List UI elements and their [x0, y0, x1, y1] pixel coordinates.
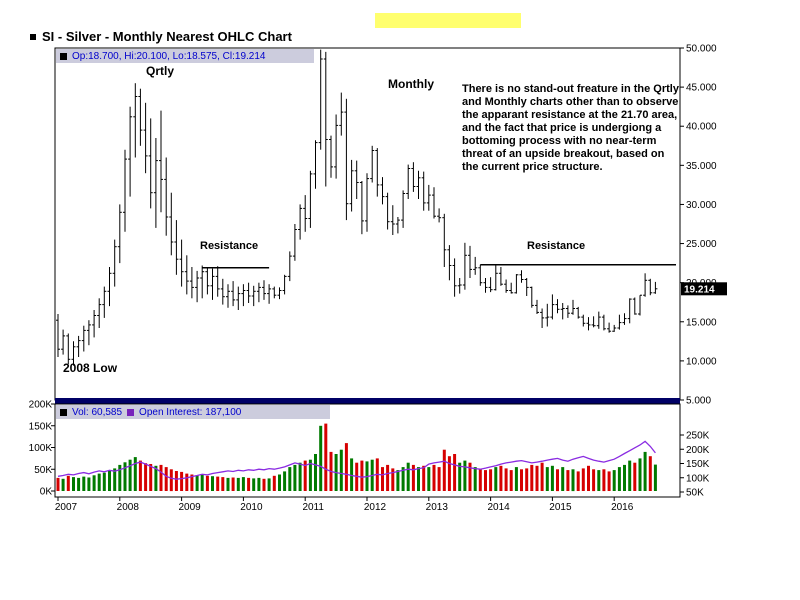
- yellow-highlight-mark: [375, 13, 521, 28]
- open-interest-legend-text: Open Interest: 187,100: [139, 406, 242, 418]
- annotation-resistance-left: Resistance: [200, 240, 259, 252]
- ohlc-series-swatch-icon: [60, 52, 67, 60]
- svg-text:2008: 2008: [117, 502, 140, 513]
- svg-text:2011: 2011: [302, 502, 324, 513]
- annotation-monthly: Monthly: [388, 77, 434, 91]
- svg-text:2009: 2009: [178, 502, 201, 513]
- svg-text:25.000: 25.000: [686, 239, 717, 250]
- ohlc-bars: [56, 49, 658, 366]
- open-interest-swatch-icon: [127, 408, 135, 416]
- svg-text:2012: 2012: [364, 502, 387, 513]
- svg-text:100K: 100K: [686, 473, 710, 484]
- svg-text:2007: 2007: [55, 502, 78, 513]
- title-bullet-icon: [30, 33, 36, 40]
- svg-text:50K: 50K: [34, 465, 52, 476]
- annotation-2008-low: 2008 Low: [63, 361, 118, 375]
- svg-text:150K: 150K: [686, 459, 710, 470]
- price-tag: 19.214: [681, 282, 727, 296]
- svg-text:5.000: 5.000: [686, 396, 711, 407]
- svg-text:35.000: 35.000: [686, 161, 717, 172]
- svg-text:15.000: 15.000: [686, 317, 717, 328]
- svg-text:10.000: 10.000: [686, 356, 717, 367]
- svg-text:100K: 100K: [29, 443, 53, 454]
- svg-text:200K: 200K: [29, 400, 53, 411]
- volume-series-swatch-icon: [60, 408, 67, 416]
- page-title-text: SI - Silver - Monthly Nearest OHLC Chart: [42, 29, 292, 44]
- volume-panel-legend: Vol: 60,585 Open Interest: 187,100: [56, 405, 330, 419]
- ohlc-legend-text: Op:18.700, Hi:20.100, Lo:18.575, Cl:19.2…: [72, 50, 266, 62]
- svg-text:150K: 150K: [29, 421, 53, 432]
- svg-text:40.000: 40.000: [686, 122, 717, 133]
- svg-text:2014: 2014: [487, 502, 510, 513]
- volume-bars: [56, 423, 657, 492]
- svg-text:200K: 200K: [686, 445, 710, 456]
- svg-text:30.000: 30.000: [686, 200, 717, 211]
- svg-text:50K: 50K: [686, 488, 704, 499]
- svg-text:2010: 2010: [240, 502, 263, 513]
- open-interest-line: [57, 440, 656, 480]
- svg-text:2016: 2016: [611, 502, 634, 513]
- svg-text:0K: 0K: [40, 487, 53, 498]
- axis-labels: 50.00045.00040.00035.00030.00025.00020.0…: [29, 44, 717, 514]
- annotation-resistance-right: Resistance: [527, 240, 586, 252]
- annotation-qrtly: Qrtly: [146, 64, 175, 78]
- svg-text:45.000: 45.000: [686, 83, 717, 94]
- svg-text:50.000: 50.000: [686, 44, 717, 55]
- svg-text:2015: 2015: [549, 502, 572, 513]
- page-title: SI - Silver - Monthly Nearest OHLC Chart: [30, 29, 292, 44]
- volume-legend-text: Vol: 60,585: [72, 406, 123, 418]
- commentary-note: There is no stand-out freature in the Qr…: [462, 83, 679, 173]
- svg-text:19.214: 19.214: [684, 284, 715, 295]
- svg-text:2013: 2013: [426, 502, 449, 513]
- resistance-lines: [202, 263, 676, 269]
- svg-text:250K: 250K: [686, 431, 710, 442]
- price-panel-legend: Op:18.700, Hi:20.100, Lo:18.575, Cl:19.2…: [56, 49, 314, 63]
